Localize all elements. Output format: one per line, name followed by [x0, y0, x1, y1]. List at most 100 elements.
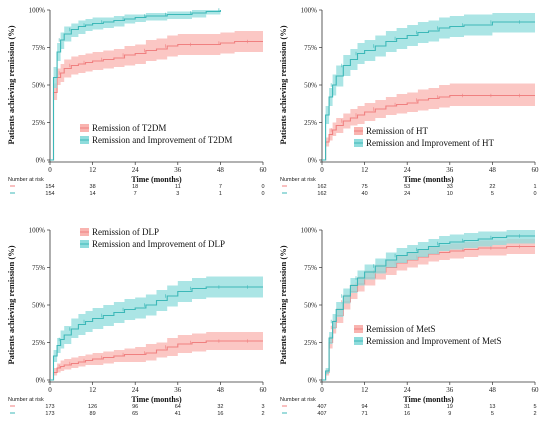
risk-count: 31 [404, 404, 410, 410]
series-1-ci-band [322, 83, 535, 160]
risk-count: 407 [317, 404, 326, 410]
legend-label-1: Remission of T2DM [92, 123, 166, 133]
series-2-line [50, 286, 263, 381]
y-tick-label: 0% [308, 377, 318, 385]
y-tick-label: 50% [32, 302, 45, 310]
risk-count: 1 [533, 184, 536, 190]
risk-count: 32 [217, 404, 223, 410]
risk-count: 1 [219, 191, 222, 197]
risk-count: 10 [447, 191, 453, 197]
legend-label-1: Remission of HT [366, 126, 429, 136]
risk-count: 16 [217, 411, 223, 417]
x-axis-title: Time (months) [131, 175, 182, 184]
risk-count: 9 [448, 411, 451, 417]
y-tick-label: 0% [36, 377, 46, 385]
risk-count: 89 [90, 411, 96, 417]
risk-count: 24 [404, 191, 410, 197]
risk-count: 11 [175, 184, 181, 190]
series-1-line [322, 94, 535, 161]
risk-count: 0 [261, 184, 264, 190]
y-tick-label: 75% [32, 264, 45, 272]
y-tick-label: 50% [32, 82, 45, 90]
risk-count: 5 [491, 411, 494, 417]
x-tick-label: 12 [89, 386, 97, 394]
x-tick-label: 12 [361, 166, 369, 174]
x-tick-label: 60 [260, 166, 268, 174]
risk-count: 94 [362, 404, 368, 410]
chart-panel-2: 0% 25% 50% 75% 100% 0 12 24 36 48 60 Patients achie… [278, 7, 539, 198]
chart-panel-3: 0% 25% 50% 75% 100% 0 12 24 36 48 60 Patients achie… [6, 227, 267, 418]
risk-count: 3 [176, 191, 179, 197]
legend-label-2: Remission and Improvement of T2DM [92, 135, 232, 145]
risk-count: 7 [134, 191, 137, 197]
risk-count: 16 [404, 411, 410, 417]
x-tick-label: 24 [132, 386, 140, 394]
y-tick-label: 75% [32, 44, 45, 52]
x-axis-title: Time (months) [403, 395, 454, 404]
risk-count: 33 [447, 184, 453, 190]
series-1-line [322, 245, 535, 381]
y-tick-label: 0% [308, 157, 318, 165]
risk-count: 13 [489, 404, 495, 410]
x-tick-label: 36 [446, 386, 454, 394]
risk-count: 7 [219, 184, 222, 190]
x-tick-label: 24 [132, 166, 140, 174]
risk-count: 38 [90, 184, 96, 190]
x-tick-label: 36 [174, 166, 182, 174]
risk-count: 2 [261, 411, 264, 417]
risk-count: 53 [404, 184, 410, 190]
legend-label-2: Remission and Improvement of DLP [92, 239, 225, 249]
risk-table-title: Number at risk [8, 397, 44, 403]
x-tick-label: 48 [489, 166, 497, 174]
x-axis-title: Time (months) [131, 395, 182, 404]
legend-label-2: Remission and Improvement of MetS [366, 336, 501, 346]
y-tick-label: 100% [29, 7, 46, 15]
risk-count: 154 [45, 184, 54, 190]
y-tick-label: 100% [29, 227, 46, 235]
x-tick-label: 36 [174, 386, 182, 394]
x-tick-label: 24 [404, 386, 412, 394]
series-1-ci-band [322, 239, 535, 380]
y-tick-label: 50% [304, 82, 317, 90]
risk-count: 2 [533, 411, 536, 417]
x-tick-label: 60 [532, 386, 540, 394]
y-axis-title: Patients achieving remission (%) [6, 245, 16, 364]
risk-count: 22 [489, 184, 495, 190]
y-axis-title: Patients achieving remission (%) [278, 25, 288, 144]
y-axis-title: Patients achieving remission (%) [6, 25, 16, 144]
series-1-ci-band [50, 31, 263, 160]
risk-count: 65 [132, 411, 138, 417]
risk-count: 126 [88, 404, 97, 410]
x-tick-label: 12 [89, 166, 97, 174]
y-tick-label: 75% [304, 264, 317, 272]
x-tick-label: 0 [320, 166, 324, 174]
risk-count: 96 [132, 404, 138, 410]
risk-count: 75 [362, 184, 368, 190]
x-axis-title: Time (months) [403, 175, 454, 184]
risk-count: 71 [362, 411, 368, 417]
risk-count: 41 [175, 411, 181, 417]
risk-table-title: Number at risk [280, 177, 316, 183]
y-tick-label: 25% [304, 119, 317, 127]
risk-count: 407 [317, 411, 326, 417]
y-tick-label: 100% [301, 227, 318, 235]
chart-panel-1: 0% 25% 50% 75% 100% 0 12 24 36 48 60 Patients achie… [6, 7, 267, 198]
series-1-line [50, 340, 263, 381]
risk-count: 162 [317, 191, 326, 197]
risk-count: 162 [317, 184, 326, 190]
series-1-line [50, 40, 263, 161]
legend-label-1: Remission of MetS [366, 324, 436, 334]
risk-count: 0 [533, 191, 536, 197]
y-tick-label: 75% [304, 44, 317, 52]
y-tick-label: 0% [36, 157, 46, 165]
y-tick-label: 25% [32, 119, 45, 127]
y-tick-label: 50% [304, 302, 317, 310]
risk-count: 14 [90, 191, 96, 197]
risk-count: 5 [491, 191, 494, 197]
x-tick-label: 24 [404, 166, 412, 174]
y-tick-label: 25% [32, 339, 45, 347]
y-tick-label: 25% [304, 339, 317, 347]
series-2-line [322, 21, 535, 161]
legend-label-2: Remission and Improvement of HT [366, 138, 494, 148]
